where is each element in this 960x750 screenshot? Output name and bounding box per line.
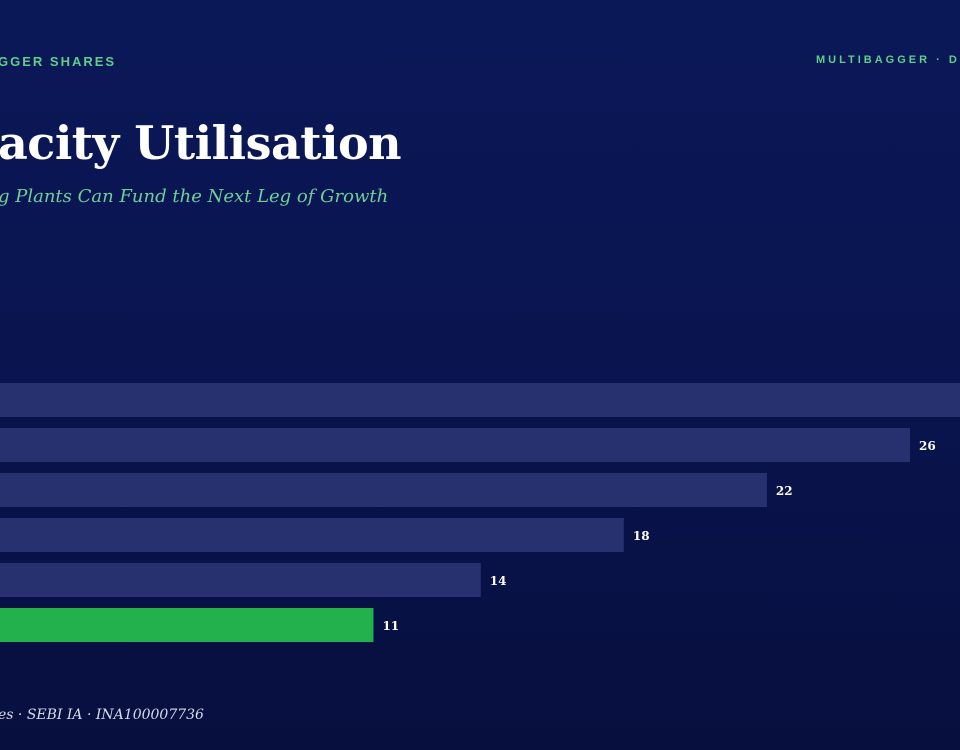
brand-section-label: MULTIBAGGER · D: [816, 54, 960, 66]
bar-2: [0, 473, 767, 507]
bar-value-label-3: 18: [633, 529, 650, 543]
bar-3: [0, 518, 624, 552]
brand-label: GGER SHARES: [0, 54, 117, 69]
bar-value-label-5: 11: [382, 619, 399, 633]
bar-5: [0, 608, 374, 642]
bar-1: [0, 428, 910, 462]
bar-value-label-2: 22: [776, 484, 793, 498]
bar-value-label-1: 26: [919, 439, 936, 453]
bar-value-label-4: 14: [490, 574, 507, 588]
bar-4: [0, 563, 481, 597]
chart-title: acity Utilisation: [0, 116, 402, 170]
footer-disclaimer: es · SEBI IA · INA100007736: [0, 707, 204, 723]
chart-subtitle: g Plants Can Fund the Next Leg of Growth: [0, 186, 389, 207]
bar-0: [0, 383, 960, 417]
